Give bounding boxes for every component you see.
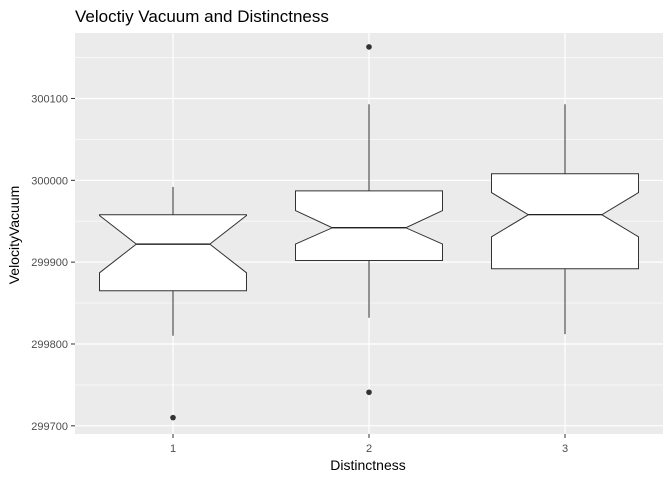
y-tick-label: 299800 [31,339,68,351]
y-axis: 299700 299800 299900 300000 300100 [31,93,75,433]
x-axis: 1 2 3 [170,434,568,455]
x-tick-label: 3 [562,443,568,455]
box-2 [295,44,443,396]
notched-box [99,214,247,292]
y-tick-label: 300000 [31,175,68,187]
box-1 [99,186,247,421]
outlier-point [366,44,372,50]
box-3 [491,104,639,335]
chart-title: Veloctiy Vacuum and Distinctness [75,7,329,26]
y-axis-title: VelocityVacuum [6,186,22,285]
notched-box [491,173,639,270]
x-axis-title: Distinctness [330,457,405,473]
y-tick-label: 300100 [31,93,68,105]
outlier-point [170,414,176,421]
x-tick-label: 1 [170,443,176,455]
boxes [99,44,639,421]
y-tick-label: 299700 [31,421,68,433]
outlier-point [366,389,372,396]
y-tick-label: 299900 [31,257,68,269]
notched-box [295,190,443,261]
x-tick-label: 2 [366,443,372,455]
